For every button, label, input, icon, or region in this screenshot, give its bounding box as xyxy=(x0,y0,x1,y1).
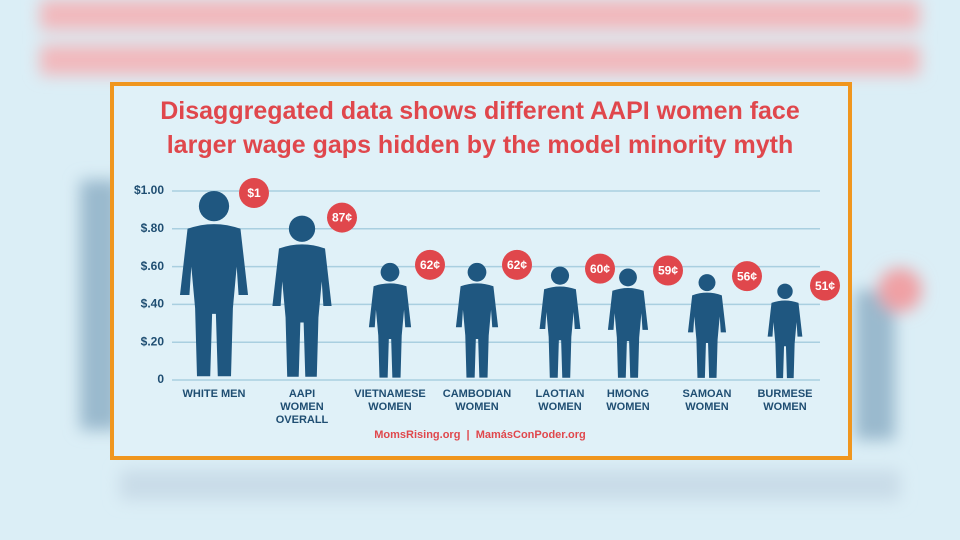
value-label: 62¢ xyxy=(507,258,527,272)
person-figure xyxy=(607,268,649,378)
figure-head xyxy=(288,215,316,242)
figure-body xyxy=(767,300,803,379)
x-tick-label: CAMBODIAN WOMEN xyxy=(442,388,512,413)
figure-body xyxy=(687,292,727,378)
x-tick-label: BURMESE WOMEN xyxy=(757,388,813,413)
value-label: 51¢ xyxy=(815,279,835,293)
figure-head xyxy=(777,283,793,300)
figure-head xyxy=(467,262,487,282)
figure-head xyxy=(550,266,570,285)
x-tick-label: WHITE MEN xyxy=(182,388,246,400)
figure-head xyxy=(380,262,400,282)
figure-head xyxy=(198,191,230,222)
x-tick-label: AAPI WOMEN OVERALL xyxy=(275,388,329,426)
value-badge xyxy=(415,249,445,280)
x-tick-label: VIETNAMESE WOMEN xyxy=(354,388,426,413)
value-badge xyxy=(732,261,762,292)
value-label: 59¢ xyxy=(658,264,678,278)
value-badge xyxy=(327,202,357,233)
person-figure xyxy=(179,191,249,377)
figure-head xyxy=(619,268,637,287)
figure-body xyxy=(272,244,332,377)
value-badge xyxy=(653,255,683,286)
figure-head xyxy=(698,274,716,292)
person-figure xyxy=(767,283,803,379)
footer: MomsRising.org | MamásConPoder.org xyxy=(374,429,586,441)
person-figure xyxy=(539,266,581,378)
value-label: 60¢ xyxy=(590,262,610,276)
value-badge xyxy=(239,178,269,208)
x-tick-label: LAOTIAN WOMEN xyxy=(535,388,585,413)
person-figure xyxy=(368,262,412,378)
person-figure xyxy=(272,215,332,377)
y-tick-label: $.20 xyxy=(141,334,165,348)
value-label: 56¢ xyxy=(737,269,757,283)
figure-body xyxy=(179,224,249,377)
y-tick-label: $.40 xyxy=(141,297,165,311)
figure-body xyxy=(368,283,412,378)
person-figure xyxy=(455,262,499,378)
person-figure xyxy=(687,274,727,378)
value-label: $1 xyxy=(247,186,261,200)
y-tick-label: $.60 xyxy=(141,259,165,273)
value-badge xyxy=(502,249,532,280)
figure-body xyxy=(455,283,499,378)
value-label: 62¢ xyxy=(420,258,440,272)
value-label: 87¢ xyxy=(332,211,352,225)
y-tick-label: $.80 xyxy=(141,221,165,235)
chart-title: Disaggregated data shows different AAPI … xyxy=(160,97,800,159)
value-badge xyxy=(810,270,840,301)
x-tick-label: HMONG WOMEN xyxy=(606,388,650,413)
y-tick-label: $1.00 xyxy=(134,183,164,197)
figure-body xyxy=(607,288,649,378)
value-badge xyxy=(585,253,615,284)
x-tick-label: SAMOAN WOMEN xyxy=(682,388,732,413)
figure-body xyxy=(539,286,581,378)
y-tick-label: 0 xyxy=(157,372,164,386)
blurred-decor xyxy=(40,0,922,500)
